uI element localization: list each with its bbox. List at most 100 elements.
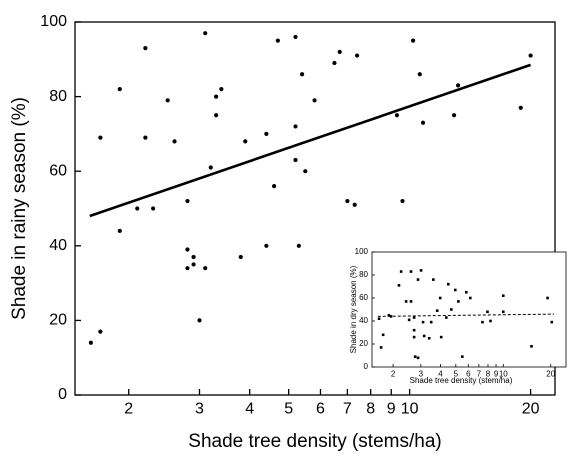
point <box>88 340 93 345</box>
point <box>412 328 416 332</box>
point <box>419 269 423 272</box>
point <box>143 135 148 140</box>
point <box>397 284 401 287</box>
point <box>296 243 301 248</box>
point <box>264 243 269 248</box>
point <box>197 318 202 323</box>
point <box>417 72 422 77</box>
point <box>219 87 224 92</box>
point <box>185 247 190 252</box>
point <box>352 202 357 207</box>
point <box>407 318 411 322</box>
x-tick-label: 4 <box>245 401 254 418</box>
point <box>312 98 317 103</box>
x-tick-label: 5 <box>284 401 293 418</box>
x-tick-label: 7 <box>477 369 482 378</box>
x-tick-label: 4 <box>438 369 443 378</box>
point <box>135 206 140 211</box>
point <box>117 87 122 92</box>
point <box>444 316 448 319</box>
y-tick-label: 60 <box>49 162 67 179</box>
trend-line <box>89 63 532 218</box>
point <box>409 270 413 273</box>
point <box>489 319 492 323</box>
y-tick-label: 40 <box>359 316 368 325</box>
x-tick-label: 8 <box>366 401 375 418</box>
point <box>98 329 103 334</box>
y-tick-label: 60 <box>359 293 368 302</box>
point <box>379 346 383 349</box>
point <box>377 317 381 320</box>
y-tick-label: 80 <box>49 88 67 105</box>
x-tick-label: 2 <box>124 401 133 418</box>
point <box>530 345 533 348</box>
point <box>435 309 439 312</box>
y-tick-label: 80 <box>359 270 368 279</box>
point <box>449 308 453 311</box>
point <box>404 300 408 303</box>
point <box>439 335 443 339</box>
x-tick-label: 7 <box>343 401 352 418</box>
point <box>550 320 554 324</box>
point <box>303 169 308 174</box>
x-tick-label: 10 <box>499 369 508 378</box>
y-tick-label: 100 <box>40 13 67 30</box>
point <box>412 316 416 319</box>
x-tick-label: 6 <box>466 369 471 378</box>
point <box>457 300 460 303</box>
point <box>501 294 505 297</box>
x-tick-label: 8 <box>486 369 491 378</box>
point <box>389 315 393 318</box>
point <box>416 356 420 360</box>
point <box>203 31 208 36</box>
x-tick-label: 20 <box>546 369 555 378</box>
y-tick-label: 40 <box>49 237 67 254</box>
point <box>185 266 190 271</box>
point <box>427 336 431 340</box>
x-tick-label: 9 <box>387 401 396 418</box>
y-tick-label: 20 <box>49 312 67 329</box>
point <box>151 206 156 211</box>
y-tick-label: 0 <box>58 386 67 403</box>
point <box>413 355 417 358</box>
point <box>345 198 350 204</box>
point <box>410 38 416 43</box>
point <box>518 105 523 110</box>
point <box>185 198 190 204</box>
point <box>165 98 170 103</box>
point <box>501 310 505 314</box>
point <box>465 290 468 294</box>
y-axis-label: Shade in rainy season (%) <box>9 97 30 320</box>
x-tick-label: 20 <box>522 401 540 418</box>
x-tick-label: 3 <box>419 369 424 378</box>
point <box>486 310 489 314</box>
trend-line <box>377 313 555 317</box>
point <box>243 139 248 144</box>
y-tick-label: 20 <box>359 339 368 348</box>
point <box>429 320 433 324</box>
x-axis-label: Shade tree density (stem/ha) <box>410 376 513 385</box>
point <box>293 157 298 163</box>
point <box>337 49 342 54</box>
point <box>422 334 426 338</box>
x-tick-label: 6 <box>316 401 325 418</box>
point <box>98 135 103 140</box>
x-axis-label: Shade tree density (stems/ha) <box>188 431 441 452</box>
point <box>293 34 298 40</box>
point <box>432 278 435 281</box>
point <box>191 254 196 260</box>
point <box>438 296 442 300</box>
point <box>191 262 196 267</box>
point <box>451 113 457 118</box>
x-tick-label: 10 <box>401 401 419 418</box>
point <box>446 282 450 286</box>
point <box>272 184 277 189</box>
point <box>238 254 243 260</box>
point <box>469 296 472 300</box>
point <box>409 300 413 303</box>
point <box>394 113 400 118</box>
point <box>546 296 549 300</box>
point <box>172 139 177 144</box>
y-tick-label: 0 <box>364 362 369 371</box>
point <box>299 72 305 77</box>
